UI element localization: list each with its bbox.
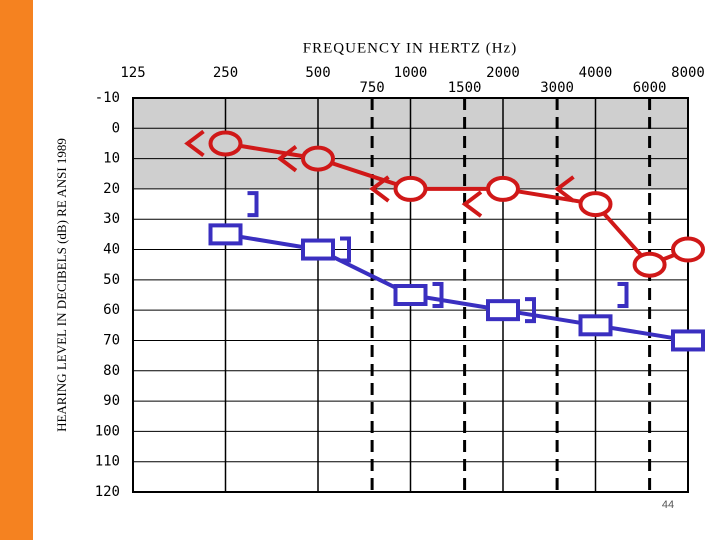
marker-circle <box>671 236 705 263</box>
chart-title: FREQUENCY IN HERTZ (Hz) <box>303 40 517 56</box>
y-tick-label: 10 <box>103 151 120 167</box>
marker-square <box>208 223 243 246</box>
y-tick-label: 100 <box>95 423 120 439</box>
x-minor-tick-label: 1500 <box>448 80 482 96</box>
y-tick-label: 0 <box>112 120 120 136</box>
marker-square <box>486 299 520 322</box>
x-tick-label: 125 <box>120 65 145 81</box>
marker-right-bracket <box>617 282 629 308</box>
y-tick-label: 20 <box>103 181 120 197</box>
marker-right-bracket <box>432 282 444 308</box>
side-bar <box>0 0 33 540</box>
marker-square <box>301 238 335 261</box>
x-tick-label: 250 <box>213 65 238 81</box>
marker-left-angle <box>461 190 483 218</box>
y-tick-label: 50 <box>103 272 120 288</box>
marker-circle <box>632 251 667 278</box>
marker-right-bracket <box>525 297 536 324</box>
x-minor-tick-label: 6000 <box>633 80 667 96</box>
marker-circle <box>393 175 428 202</box>
x-tick-label: 1000 <box>394 65 428 81</box>
marker-right-bracket <box>340 236 351 263</box>
y-tick-label: 60 <box>103 302 120 318</box>
marker-circle <box>486 175 520 202</box>
plot-frame <box>132 97 689 493</box>
y-tick-label: 70 <box>103 332 120 348</box>
x-tick-label: 2000 <box>486 65 520 81</box>
y-tick-label: 90 <box>103 393 120 409</box>
x-tick-label: 8000 <box>671 65 705 81</box>
y-tick-label: 40 <box>103 242 120 258</box>
x-minor-tick-label: 3000 <box>540 80 574 96</box>
marker-square <box>393 284 428 306</box>
x-tick-label: 500 <box>305 65 330 81</box>
x-tick-label: 4000 <box>579 65 613 81</box>
marker-right-bracket <box>247 191 259 218</box>
marker-left-angle <box>184 129 205 158</box>
y-tick-label: 120 <box>95 484 120 500</box>
y-tick-label: 110 <box>95 454 120 470</box>
marker-square <box>578 314 613 337</box>
x-minor-tick-label: 750 <box>359 80 384 96</box>
marker-left-angle <box>369 175 390 203</box>
y-axis-label: HEARING LEVEL IN DECIBELS (dB) RE ANSI 1… <box>54 138 69 432</box>
y-tick-label: -10 <box>95 90 120 106</box>
marker-left-angle <box>276 145 298 173</box>
marker-circle <box>301 145 335 172</box>
marker-circle <box>578 191 613 218</box>
marker-square <box>671 329 705 352</box>
series-line <box>225 232 689 343</box>
y-tick-label: 30 <box>103 211 120 227</box>
marker-left-angle <box>554 175 575 203</box>
marker-circle <box>208 130 243 157</box>
y-tick-label: 80 <box>103 363 120 379</box>
page-number: 44 <box>662 499 674 511</box>
